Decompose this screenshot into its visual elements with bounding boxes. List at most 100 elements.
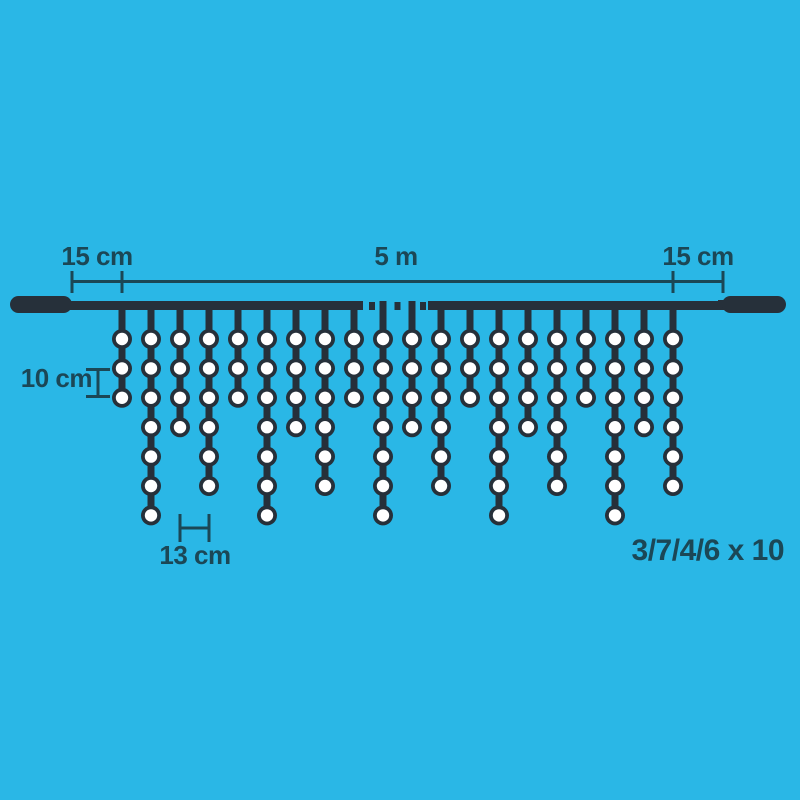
light-bulb-core <box>492 362 506 375</box>
light-bulb-core <box>289 332 303 346</box>
light-bulb-core <box>173 332 187 346</box>
light-bulb-core <box>115 332 129 346</box>
light-bulb-core <box>202 332 216 346</box>
light-bulb-core <box>318 391 332 404</box>
light-bulb-core <box>666 421 680 434</box>
light-bulb-core <box>463 362 477 375</box>
light-bulb-core <box>666 391 680 404</box>
light-bulb-core <box>376 479 390 493</box>
light-bulb-core <box>260 479 274 493</box>
light-bulb-core <box>202 479 216 493</box>
label-span-length: 5 m <box>374 241 418 271</box>
light-bulb-core <box>202 391 216 404</box>
light-bulb-core <box>463 332 477 346</box>
light-bulb-core <box>492 509 506 522</box>
light-bulb-core <box>666 479 680 493</box>
light-bulb-core <box>231 362 245 375</box>
light-bulb-core <box>376 450 390 463</box>
light-bulb-core <box>521 362 535 375</box>
light-bulb-core <box>434 450 448 463</box>
light-bulb-core <box>666 332 680 346</box>
light-bulb-core <box>434 332 448 346</box>
light-drop <box>112 301 132 408</box>
label-left-margin: 15 cm <box>61 241 133 271</box>
light-bulb-core <box>492 391 506 404</box>
light-bulb-core <box>608 421 622 434</box>
light-bulb-core <box>318 450 332 463</box>
light-drop <box>518 301 538 438</box>
light-drop <box>315 301 335 496</box>
light-bulb-core <box>521 421 535 434</box>
light-bulb-core <box>608 391 622 404</box>
light-bulb-core <box>173 391 187 404</box>
light-bulb-core <box>637 391 651 404</box>
light-bulb-core <box>289 362 303 375</box>
light-bulb-core <box>376 509 390 522</box>
light-bulb-core <box>608 362 622 375</box>
drop-stem <box>263 301 271 516</box>
light-bulb-core <box>637 421 651 434</box>
light-bulb-core <box>521 332 535 346</box>
light-bulb-core <box>260 509 274 522</box>
light-bulb-core <box>579 332 593 346</box>
light-bulb-core <box>637 362 651 375</box>
light-bulb-core <box>144 362 158 375</box>
light-bulb-core <box>173 421 187 434</box>
label-drop-pattern: 3/7/4/6 x 10 <box>631 534 785 567</box>
light-bulb-core <box>144 391 158 404</box>
light-bulb-core <box>492 479 506 493</box>
light-bulb-core <box>318 479 332 493</box>
top-dimension-line <box>70 271 725 293</box>
drop-stem <box>582 301 590 398</box>
light-bulb-core <box>521 391 535 404</box>
light-drop <box>199 301 219 496</box>
light-bulb-core <box>144 509 158 522</box>
light-bulb-core <box>144 421 158 434</box>
light-bulb-core <box>144 450 158 463</box>
drop-stem <box>350 301 358 398</box>
light-bulb-core <box>173 362 187 375</box>
light-bulb-core <box>202 450 216 463</box>
light-drop <box>286 301 306 438</box>
drop-stem <box>147 301 155 516</box>
light-bulb-core <box>231 391 245 404</box>
light-bulb-core <box>608 332 622 346</box>
light-bulb-core <box>434 421 448 434</box>
light-bulb-core <box>405 332 419 346</box>
light-drop <box>402 301 422 438</box>
light-bulb-core <box>608 450 622 463</box>
light-bulb-core <box>405 391 419 404</box>
light-bulb-core <box>550 332 564 346</box>
drop-stem <box>495 301 503 516</box>
light-bulb-core <box>666 450 680 463</box>
light-bulb-core <box>608 479 622 493</box>
drop-stem <box>466 301 474 398</box>
label-bulb-spacing: 10 cm <box>20 363 93 393</box>
light-bulb-core <box>202 362 216 375</box>
drop-spacing-dimension <box>178 514 211 542</box>
light-bulb-core <box>434 362 448 375</box>
bulb-spacing-dimension <box>86 368 110 398</box>
light-drop <box>257 301 277 526</box>
main-wire <box>68 301 724 310</box>
light-bulb-core <box>492 421 506 434</box>
light-bulb-core <box>492 450 506 463</box>
light-drop <box>344 301 364 408</box>
light-bulb-core <box>347 362 361 375</box>
light-bulb-core <box>376 421 390 434</box>
light-bulb-core <box>260 450 274 463</box>
light-bulb-core <box>347 332 361 346</box>
light-drop <box>634 301 654 438</box>
light-bulb-core <box>260 421 274 434</box>
light-bulb-core <box>434 479 448 493</box>
light-bulb-core <box>405 421 419 434</box>
light-bulb-core <box>347 391 361 404</box>
light-bulb-core <box>231 332 245 346</box>
light-bulb-core <box>115 391 129 404</box>
light-drop <box>460 301 480 408</box>
light-drop <box>576 301 596 408</box>
light-bulb-core <box>550 421 564 434</box>
light-drop <box>228 301 248 408</box>
light-bulb-core <box>376 391 390 404</box>
